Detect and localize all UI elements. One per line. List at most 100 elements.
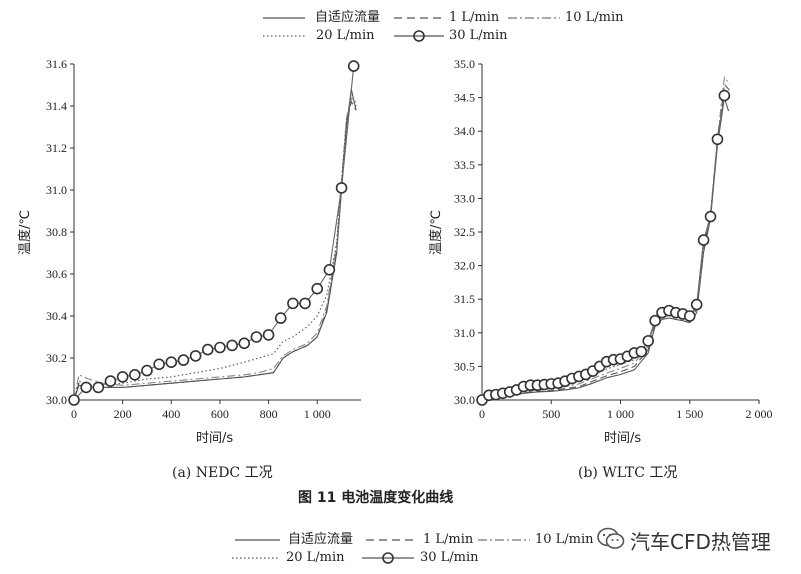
chart-b-marker-30lmin — [649, 314, 661, 327]
chart-b-marker-30lmin — [711, 133, 724, 146]
chart-a-marker-30lmin — [226, 339, 238, 352]
chart-b-xtick-label: 1 500 — [676, 407, 703, 421]
chart-b-marker-30lmin — [635, 345, 648, 358]
chart-a-marker-30lmin — [323, 263, 336, 276]
chart-a-marker-30lmin — [177, 354, 190, 366]
chart-b-ytick-label: 35.0 — [454, 57, 475, 71]
chart-a-series-dash — [73, 100, 357, 401]
chart-a-series-solid — [73, 89, 357, 401]
chart-a-ytick-label: 31.2 — [46, 141, 67, 155]
legend-bottom: 自适应流量 1 L/min 10 L/min 20 L/min 30 L/min — [0, 530, 801, 570]
chart-a-marker-30lmin — [287, 297, 299, 310]
watermark: 汽车CFD热管理 — [596, 524, 796, 554]
chart-a-marker-30lmin — [274, 312, 287, 324]
chart-b-series-dash — [481, 82, 731, 401]
chart-a-ytick-label: 31.0 — [46, 183, 67, 197]
legend-label-20lmin: 20 L/min — [316, 28, 375, 43]
chart-a-marker-30lmin — [80, 381, 92, 394]
legend-label-30lmin: 30 L/min — [449, 28, 508, 43]
wechat-icon — [597, 527, 625, 549]
chart-a-xtick-label: 400 — [162, 407, 180, 421]
caption-b: (b) WLTC 工况 — [578, 465, 678, 481]
chart-a-xlabel: 时间/s — [196, 431, 234, 446]
chart-b-ylabel: 温度/℃ — [429, 210, 444, 255]
chart-a-marker-30lmin — [238, 337, 251, 350]
chart-a-marker-30lmin — [116, 371, 129, 383]
chart-b-ytick-label: 34.0 — [454, 124, 475, 138]
chart-b-marker-30lmin — [704, 210, 717, 223]
chart-a-xtick-label: 0 — [71, 407, 77, 421]
chart-a-ytick-label: 30.4 — [46, 309, 67, 323]
chart-a-marker-30lmin — [129, 368, 141, 381]
legend-label-1lmin: 1 L/min — [449, 10, 500, 25]
chart-b-ytick-label: 31.0 — [454, 326, 475, 340]
chart-a-series-circle — [73, 66, 355, 401]
chart-b-marker-30lmin — [690, 298, 703, 311]
chart-b-ytick-label: 33.0 — [454, 191, 475, 205]
legend-b-label-20lmin: 20 L/min — [286, 550, 345, 565]
caption-a: (a) NEDC 工况 — [172, 465, 273, 481]
figure-title: 图 11 电池温度变化曲线 — [298, 490, 454, 506]
chart-b-ytick-label: 30.5 — [454, 359, 475, 373]
chart-a-marker-30lmin — [141, 364, 153, 377]
chart-b-ytick-label: 31.5 — [454, 292, 475, 306]
chart-a-ytick-label: 31.4 — [46, 99, 67, 113]
chart-a-series-dot — [73, 96, 357, 401]
chart-a-marker-30lmin — [335, 182, 348, 194]
chart-b-ytick-label: 34.5 — [454, 91, 475, 105]
legend-label-10lmin: 10 L/min — [565, 10, 624, 25]
chart-b-xlabel: 时间/s — [604, 431, 642, 446]
legend-b-label-adaptive: 自适应流量 — [288, 532, 354, 547]
legend-top-swatches — [263, 17, 560, 42]
legend-bottom-swatches — [232, 539, 530, 564]
legend-top: 自适应流量 1 L/min 10 L/min 20 L/min 30 L/min — [0, 6, 801, 46]
chart-a-ytick-label: 30.2 — [46, 351, 67, 365]
chart-a-series-dashdot — [73, 94, 357, 401]
chart-a-xtick-label: 1 000 — [304, 407, 331, 421]
chart-a-marker-30lmin — [299, 297, 311, 310]
chart-a-marker-30lmin — [189, 350, 202, 362]
chart-b-ytick-label: 32.0 — [454, 259, 475, 273]
chart-a-marker-30lmin — [262, 329, 275, 341]
legend-b-label-1lmin: 1 L/min — [423, 532, 474, 547]
chart-a-marker-30lmin — [68, 394, 80, 406]
chart-b-series-dashdot — [481, 76, 731, 401]
chart-a-ytick-label: 30.0 — [46, 393, 67, 407]
chart-b-xtick-label: 0 — [479, 407, 485, 421]
chart-a-ytick-label: 31.6 — [46, 57, 67, 71]
chart-b-marker-30lmin — [718, 89, 731, 102]
chart-b-ytick-label: 30.0 — [454, 393, 475, 407]
legend-b-label-10lmin: 10 L/min — [535, 532, 594, 547]
chart-a-xtick-label: 600 — [211, 407, 229, 421]
chart-b-ytick-label: 33.5 — [454, 158, 475, 172]
chart-a-ytick-label: 30.6 — [46, 267, 67, 281]
chart-b-marker-30lmin — [642, 335, 655, 347]
chart-a-marker-30lmin — [165, 356, 178, 369]
legend-b-label-30lmin: 30 L/min — [420, 550, 479, 565]
legend-b-swatch-30lmin-marker — [382, 552, 394, 564]
chart-a-marker-30lmin — [201, 343, 214, 356]
chart-a-xtick-label: 200 — [114, 407, 132, 421]
chart-a-marker-30lmin — [214, 341, 226, 354]
chart-b-series-circle — [481, 95, 725, 401]
chart-a-marker-30lmin — [311, 282, 324, 295]
legend-swatch-30lmin-marker — [413, 30, 425, 42]
chart-a-ylabel: 温度/℃ — [18, 210, 33, 255]
chart-b-ytick-label: 32.5 — [454, 225, 475, 239]
watermark-text: 汽车CFD热管理 — [630, 530, 771, 554]
chart-b-xtick-label: 500 — [542, 407, 560, 421]
chart-b-xtick-label: 2 000 — [746, 407, 773, 421]
chart-b-marker-30lmin — [683, 310, 696, 322]
legend-label-adaptive: 自适应流量 — [315, 10, 381, 25]
chart-a-xtick-label: 800 — [260, 407, 278, 421]
chart-a-marker-30lmin — [153, 358, 165, 371]
chart-a-ytick-label: 30.8 — [46, 225, 67, 239]
chart-a-marker-30lmin — [347, 60, 360, 72]
chart-b-series-solid — [481, 97, 730, 401]
chart-b-marker-30lmin — [697, 234, 710, 246]
chart-a-marker-30lmin — [92, 381, 105, 394]
chart-b-xtick-label: 1 000 — [607, 407, 634, 421]
chart-a-marker-30lmin — [104, 375, 117, 387]
chart-b-series-dot — [481, 89, 731, 401]
